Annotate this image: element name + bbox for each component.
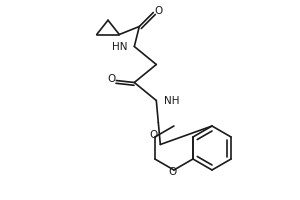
Text: O: O — [107, 74, 116, 84]
Text: O: O — [169, 167, 177, 177]
Text: O: O — [154, 5, 162, 16]
Text: HN: HN — [112, 42, 127, 51]
Text: O: O — [150, 130, 158, 140]
Text: NH: NH — [164, 96, 180, 106]
